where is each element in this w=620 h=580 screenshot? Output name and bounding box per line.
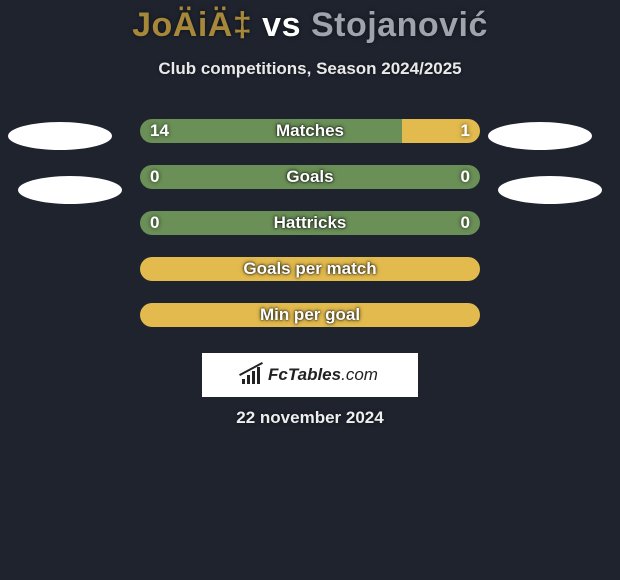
source-logo: FcTables.com	[202, 353, 418, 397]
bar-segment-right	[310, 211, 480, 235]
stat-bar: 00Hattricks	[140, 211, 480, 235]
bar-segment-left	[140, 211, 310, 235]
bar-segment-left	[140, 257, 480, 281]
subtitle: Club competitions, Season 2024/2025	[0, 59, 620, 79]
comparison-card: JoÄiÄ‡ vs Stojanović Club competitions, …	[0, 0, 620, 580]
player-marker	[8, 122, 112, 150]
title-vs: vs	[252, 6, 311, 44]
stat-bar: 141Matches	[140, 119, 480, 143]
stat-row: 00Hattricks	[0, 211, 620, 257]
player-marker	[488, 122, 592, 150]
stat-value-right: 1	[461, 119, 470, 143]
page-title: JoÄiÄ‡ vs Stojanović	[0, 0, 620, 45]
stat-value-right: 0	[461, 211, 470, 235]
stat-bar: Goals per match	[140, 257, 480, 281]
title-player2: Stojanović	[311, 6, 488, 44]
stat-row: Min per goal	[0, 303, 620, 349]
bar-segment-right	[310, 165, 480, 189]
logo-text: FcTables.com	[268, 365, 378, 385]
stat-value-left: 0	[150, 165, 159, 189]
bar-segment-left	[140, 303, 480, 327]
title-player1: JoÄiÄ‡	[132, 6, 252, 44]
player-marker	[498, 176, 602, 204]
stat-rows: 141Matches00Goals00HattricksGoals per ma…	[0, 119, 620, 349]
logo-brand: FcTables	[268, 365, 341, 384]
stat-bar: Min per goal	[140, 303, 480, 327]
date-label: 22 november 2024	[0, 408, 620, 428]
chart-icon	[242, 366, 264, 384]
stat-row: Goals per match	[0, 257, 620, 303]
stat-value-left: 0	[150, 211, 159, 235]
bar-segment-left	[140, 119, 402, 143]
logo-domain: .com	[341, 365, 378, 384]
player-marker	[18, 176, 122, 204]
bar-segment-left	[140, 165, 310, 189]
stat-bar: 00Goals	[140, 165, 480, 189]
stat-value-right: 0	[461, 165, 470, 189]
stat-value-left: 14	[150, 119, 169, 143]
